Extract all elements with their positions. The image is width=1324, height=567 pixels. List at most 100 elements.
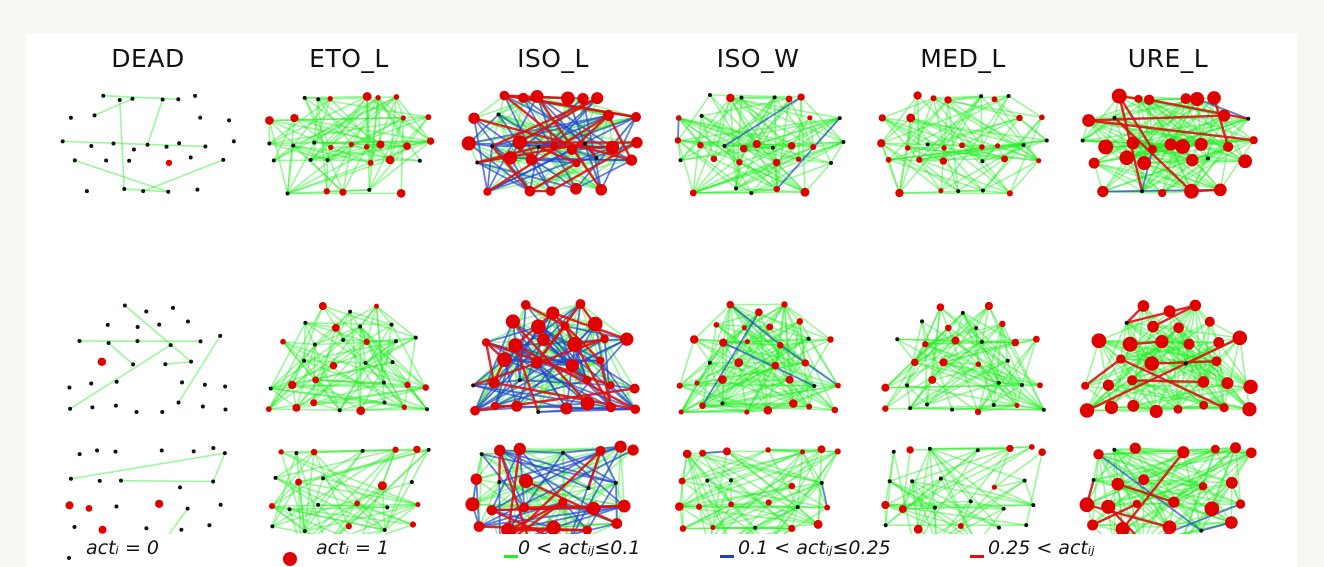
edge [365, 362, 427, 389]
edge [1132, 379, 1250, 411]
edge [678, 505, 714, 529]
edge [692, 96, 776, 194]
edge [322, 477, 386, 531]
edge [313, 402, 340, 412]
edge [888, 99, 949, 161]
active-node [736, 159, 743, 166]
active-node [1199, 400, 1209, 410]
edge [356, 485, 383, 505]
edge [474, 338, 606, 412]
edge [389, 159, 420, 162]
edge [932, 98, 945, 149]
edge [738, 161, 806, 193]
inactive-node [385, 505, 390, 510]
inactive-node [106, 341, 111, 346]
edge [1086, 478, 1145, 506]
edge [730, 503, 760, 534]
edge [507, 446, 622, 531]
edge [389, 117, 405, 161]
edge [1097, 453, 1202, 532]
edge [906, 384, 928, 406]
edge [721, 362, 740, 404]
active-node [531, 319, 546, 335]
edge [1217, 342, 1225, 408]
edge [1234, 447, 1242, 505]
inactive-node [1001, 506, 1006, 511]
edge [713, 97, 732, 160]
edge [1107, 452, 1252, 508]
inactive-node [122, 187, 127, 192]
inactive-node [302, 528, 307, 533]
edge [268, 339, 344, 410]
edge [935, 479, 1026, 534]
inactive-node [1091, 478, 1096, 483]
edge [269, 119, 408, 147]
edge [926, 323, 1003, 405]
active-node [155, 499, 164, 508]
edge [730, 479, 793, 530]
active-node [689, 189, 697, 197]
edge [772, 117, 841, 149]
edge [1173, 501, 1232, 524]
edge [1133, 386, 1251, 407]
edge [683, 526, 756, 530]
inactive-node [316, 97, 321, 102]
edge [317, 98, 353, 145]
active-node [413, 445, 421, 454]
active-node [620, 332, 634, 346]
edge [783, 303, 831, 341]
edge [1098, 339, 1228, 384]
active-node [1111, 88, 1127, 104]
edge [268, 408, 340, 412]
active-node [373, 303, 380, 309]
edge [880, 143, 901, 194]
edge [914, 361, 1000, 384]
edge [1120, 343, 1190, 360]
column-title-iso-w: ISO_W [716, 44, 800, 73]
edge [1151, 362, 1205, 406]
edge [679, 384, 769, 412]
edge [579, 303, 628, 340]
inactive-node [321, 476, 326, 481]
inactive-node [891, 449, 896, 454]
active-node [744, 409, 750, 415]
edge [693, 158, 799, 194]
edge [468, 114, 609, 145]
edge [369, 97, 379, 163]
edge [1134, 447, 1202, 532]
edge [487, 159, 632, 193]
edge [758, 311, 791, 381]
edge [339, 386, 426, 412]
active-node [1194, 137, 1208, 151]
edge [298, 481, 418, 506]
edge [783, 303, 801, 322]
edge [333, 449, 397, 534]
inactive-node [302, 95, 307, 100]
edge [387, 503, 418, 509]
active-node [385, 155, 395, 165]
column-title-eto-l: ETO_L [309, 44, 389, 73]
edge [774, 304, 786, 366]
inactive-node [910, 479, 915, 484]
edge [314, 325, 361, 346]
edge [678, 117, 799, 160]
edge [694, 338, 781, 347]
edge [270, 387, 297, 409]
edge [322, 448, 418, 480]
edge [1141, 99, 1150, 192]
edge [746, 303, 786, 343]
edge [280, 451, 419, 506]
edge [1170, 97, 1215, 146]
inactive-node [968, 499, 973, 504]
active-node [611, 518, 623, 529]
edge [914, 361, 1045, 411]
edge [919, 144, 1024, 161]
edge [322, 449, 429, 480]
active-node [85, 504, 93, 512]
active-node [1173, 322, 1184, 334]
legend-label-active: actᵢ = 1 [316, 537, 390, 559]
edge [368, 140, 432, 191]
inactive-node [341, 338, 346, 343]
edge [1141, 144, 1172, 192]
inactive-node [980, 188, 985, 193]
